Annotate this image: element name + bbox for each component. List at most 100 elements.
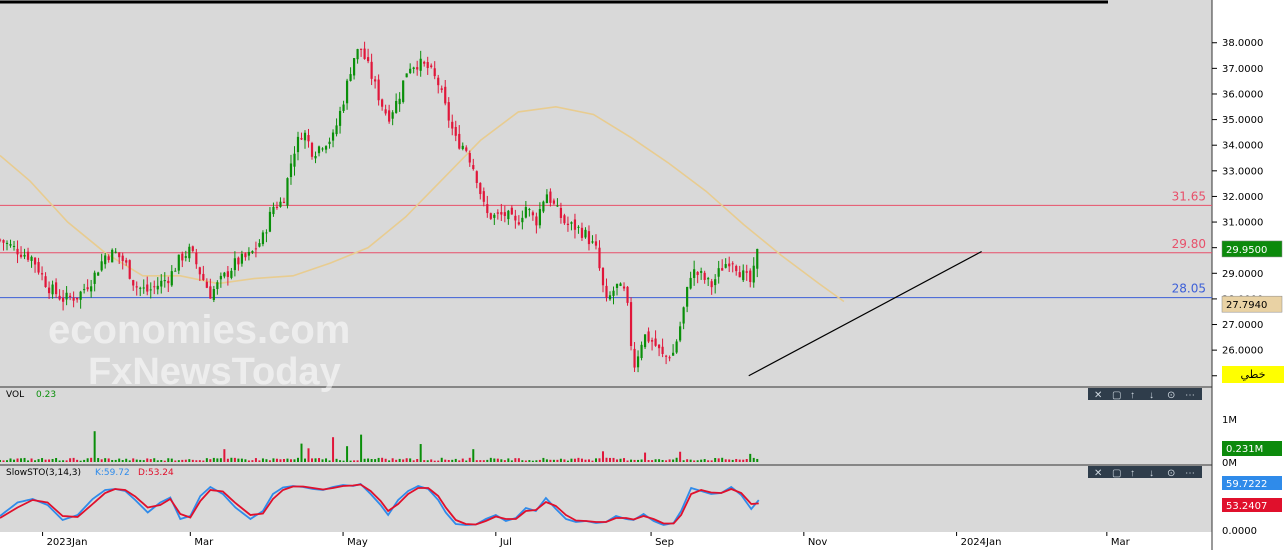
volume-bar: [247, 460, 250, 462]
candle-body: [714, 279, 717, 286]
candle-body: [107, 256, 110, 261]
candle-body: [538, 209, 541, 226]
candle-body: [54, 282, 58, 295]
volume-bar: [79, 460, 82, 462]
candle-body: [566, 223, 570, 226]
candle-body: [86, 287, 89, 290]
candle-body: [16, 248, 19, 255]
candle-body: [472, 165, 475, 170]
volume-bar: [398, 458, 401, 462]
candle-body: [756, 248, 759, 269]
close-icon[interactable]: ✕: [1094, 468, 1102, 479]
watermark-economies: economies.com: [48, 308, 350, 352]
candle-body: [563, 215, 566, 224]
horizontal-levels: 31.65 29.80 28.05: [0, 189, 1212, 299]
candle-body: [202, 273, 205, 280]
stochastic-tick-label: 0.0000: [1222, 526, 1257, 537]
volume-bar: [209, 459, 212, 462]
volume-bar: [591, 460, 594, 462]
volume-bar: [531, 460, 534, 462]
move-down-icon[interactable]: ↓: [1149, 390, 1154, 401]
candle-body: [493, 214, 496, 218]
volume-bar: [559, 458, 562, 462]
candle-body: [458, 133, 461, 149]
more-icon[interactable]: ⋯: [1185, 468, 1195, 479]
candle-body: [398, 98, 401, 105]
candle-body: [672, 352, 675, 356]
more-icon[interactable]: ⋯: [1185, 390, 1195, 401]
restore-icon[interactable]: ▢: [1112, 468, 1121, 479]
close-icon[interactable]: ✕: [1094, 390, 1102, 401]
settings-icon[interactable]: ⊙: [1167, 468, 1175, 479]
candle-body: [419, 58, 422, 71]
volume-bar: [377, 457, 380, 462]
volume-bar: [724, 459, 727, 462]
restore-icon[interactable]: ▢: [1112, 390, 1121, 401]
candle-body: [405, 73, 408, 78]
volume-bar: [16, 458, 19, 462]
volume-bar: [37, 459, 40, 462]
volume-bar: [254, 458, 257, 462]
stochastic-d-label: D:53.24: [138, 468, 174, 478]
candle-body: [331, 132, 335, 141]
trendline[interactable]: [748, 250, 982, 377]
candle-body: [601, 267, 605, 286]
candle-body: [608, 295, 612, 300]
volume-bar: [654, 459, 657, 462]
move-down-icon[interactable]: ↓: [1149, 468, 1154, 479]
candle-body: [447, 102, 450, 121]
candle-body: [580, 227, 584, 238]
volume-bar: [289, 459, 292, 462]
candle-body: [244, 253, 247, 258]
volume-bar: [388, 460, 391, 462]
volume-bar: [647, 460, 650, 462]
candle-body: [310, 142, 314, 157]
candle-body: [559, 207, 563, 218]
candle-body: [489, 213, 492, 219]
candle-body: [430, 65, 433, 67]
price-tick-label: 32.0000: [1222, 192, 1263, 203]
stochastic-k-label: K:59.72: [95, 468, 130, 478]
candle-body: [328, 141, 331, 145]
volume-bar: [237, 458, 240, 462]
volume-bar: [111, 459, 114, 462]
candle-body: [118, 252, 121, 258]
stochastic-d-badge: 53.2407: [1222, 498, 1282, 512]
volume-bar: [174, 460, 177, 462]
volume-bar: [721, 457, 724, 462]
candle-body: [510, 207, 513, 215]
trendline-path[interactable]: [748, 250, 982, 377]
candle-body: [324, 146, 328, 150]
candle-body: [30, 256, 33, 261]
candle-body: [728, 263, 731, 267]
candle-body: [696, 272, 699, 275]
volume-bar: [233, 457, 236, 462]
volume-bar: [282, 458, 285, 462]
candle-body: [584, 229, 587, 238]
move-up-icon[interactable]: ↑: [1130, 468, 1135, 479]
settings-icon[interactable]: ⊙: [1167, 390, 1175, 401]
volume-bar: [83, 459, 86, 462]
volume-bar: [707, 460, 710, 462]
volume-bar: [360, 434, 363, 462]
candle-body: [223, 272, 226, 277]
volume-bar: [339, 460, 342, 462]
volume-bar: [391, 458, 394, 462]
volume-bar: [156, 460, 159, 462]
candle-body: [286, 178, 289, 206]
volume-bar: [626, 460, 629, 462]
candle-body: [125, 260, 128, 263]
candle-body: [643, 334, 647, 348]
candle-body: [552, 200, 556, 204]
candle-body: [209, 286, 212, 299]
volume-bar: [528, 460, 531, 462]
volume-bar: [296, 457, 299, 462]
language-badge[interactable]: خطي: [1222, 366, 1284, 383]
volume-bar: [405, 458, 408, 462]
time-axis-ticks: 2023Jan Mar May Jul Sep Nov 2024Jan Mar: [42, 532, 1131, 548]
time-tick-label: 2024Jan: [961, 537, 1002, 548]
move-up-icon[interactable]: ↑: [1130, 390, 1135, 401]
price-badge: 27.7940: [1221, 295, 1283, 313]
candle-body: [240, 253, 243, 264]
price-tick-label: 38.0000: [1222, 38, 1263, 49]
